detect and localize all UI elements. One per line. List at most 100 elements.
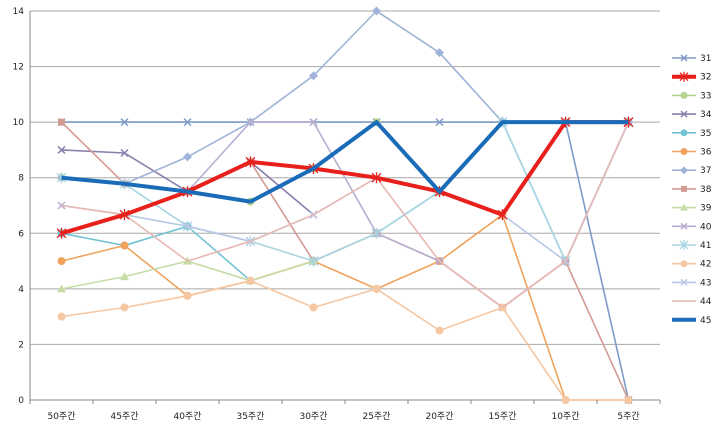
x-tick-label: 20주간 <box>425 411 453 422</box>
grid-lines <box>29 10 660 401</box>
data-point-42 <box>120 303 129 312</box>
legend-marker <box>680 222 688 230</box>
legend-item-39: 39 <box>672 203 712 214</box>
data-point-42 <box>624 396 633 404</box>
series-line-40 <box>61 121 630 309</box>
data-point-31 <box>183 118 192 127</box>
legend-label: 36 <box>700 148 712 158</box>
legend-marker <box>680 148 688 155</box>
legend-label: 41 <box>700 241 711 251</box>
legend-label: 34 <box>700 110 712 120</box>
y-axis-ticks: 0 2 4 6 8 10 12 14 <box>13 7 25 406</box>
x-tick-label: 15주간 <box>488 411 516 422</box>
legend-marker <box>680 110 688 118</box>
legend-marker <box>680 91 688 99</box>
legend-label: 33 <box>700 91 711 101</box>
x-tick-label: 30주간 <box>299 411 327 422</box>
legend-marker <box>680 260 688 268</box>
data-point-42 <box>309 303 318 312</box>
legend-item-41: 41 <box>672 240 711 251</box>
legend-marker <box>679 240 689 250</box>
legend-label: 38 <box>700 185 712 195</box>
legend-item-35: 35 <box>672 129 711 139</box>
legend-label: 39 <box>700 204 712 214</box>
legend-label: 45 <box>700 316 711 326</box>
x-tick-label: 25주간 <box>362 411 390 422</box>
legend-item-38: 38 <box>672 185 712 195</box>
legend-item-37: 37 <box>672 166 711 176</box>
series-line-38 <box>60 121 630 401</box>
data-point-38 <box>58 118 65 126</box>
y-tick-label: 0 <box>18 396 24 406</box>
series-line-39 <box>61 260 314 290</box>
data-point-40 <box>309 118 318 127</box>
x-axis-ticks: 50주간 45주간 40주간 35주간 30주간 25주간 20주간 15주간 10주간 5주간 <box>29 400 661 422</box>
x-tick-label: 10주간 <box>551 411 579 422</box>
series-line-33 <box>61 121 629 203</box>
legend-item-36: 36 <box>672 148 712 158</box>
series-43 <box>57 118 633 266</box>
data-point-41 <box>308 255 319 267</box>
y-tick-label: 4 <box>18 285 24 295</box>
x-tick-label: 35주간 <box>236 411 264 422</box>
data-point-42 <box>561 396 570 404</box>
x-tick-label: 45주간 <box>110 411 138 422</box>
legend-label: 35 <box>700 129 711 139</box>
series-39 <box>57 256 318 293</box>
legend-label: 44 <box>700 297 712 307</box>
data-point-34 <box>120 148 129 158</box>
data-point-43 <box>183 222 192 231</box>
data-point-41 <box>371 227 382 239</box>
legend-marker <box>680 278 688 286</box>
x-tick-label: 5주간 <box>617 411 639 422</box>
legend-item-34: 34 <box>672 110 712 120</box>
series-layer <box>56 6 634 405</box>
data-point-39 <box>57 284 66 293</box>
series-line-36 <box>61 213 629 401</box>
series-42 <box>57 276 633 404</box>
data-point-32 <box>497 209 508 221</box>
legend-item-45: 45 <box>672 316 711 326</box>
series-line-42 <box>61 280 629 401</box>
series-line-45 <box>61 120 629 204</box>
legend-label: 32 <box>700 73 711 83</box>
y-tick-label: 8 <box>18 174 24 184</box>
legend-label: 31 <box>700 54 711 64</box>
series-45 <box>61 120 629 204</box>
legend-item-33: 33 <box>672 91 711 101</box>
data-point-32 <box>56 227 67 239</box>
legend-label: 37 <box>700 166 711 176</box>
data-point-34 <box>57 145 66 154</box>
legend-item-44: 44 <box>672 297 712 307</box>
data-point-42 <box>57 312 66 321</box>
data-point-39 <box>120 272 129 281</box>
data-point-42 <box>246 276 255 285</box>
data-point-32 <box>371 172 382 184</box>
data-point-37 <box>372 6 381 16</box>
data-point-32 <box>119 209 130 221</box>
legend-marker <box>679 71 689 82</box>
data-point-42 <box>435 326 444 335</box>
legend-label: 42 <box>700 260 711 270</box>
legend-marker <box>680 203 688 211</box>
data-point-37 <box>183 152 192 162</box>
x-tick-label: 50주간 <box>47 411 75 422</box>
series-33 <box>57 118 633 206</box>
y-tick-label: 6 <box>18 229 24 239</box>
y-tick-label: 10 <box>13 118 25 128</box>
data-point-42 <box>183 291 192 300</box>
data-point-37 <box>435 48 444 58</box>
legend-label: 40 <box>700 222 712 232</box>
y-tick-label: 2 <box>18 340 24 350</box>
legend-item-42: 42 <box>672 260 711 270</box>
data-point-31 <box>120 118 129 127</box>
legend-marker <box>681 185 687 192</box>
series-37 <box>57 6 633 189</box>
series-41 <box>56 116 634 267</box>
data-point-36 <box>120 241 129 250</box>
y-tick-label: 14 <box>13 7 25 17</box>
data-point-36 <box>57 257 66 266</box>
series-line-31 <box>61 121 630 401</box>
data-point-40 <box>246 118 255 127</box>
